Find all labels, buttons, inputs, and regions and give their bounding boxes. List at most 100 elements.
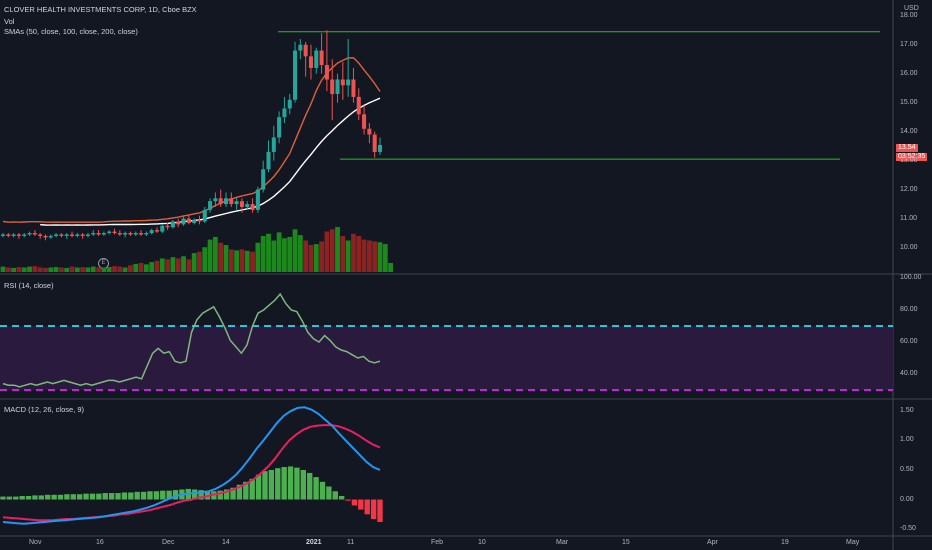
volume-bar [143,264,149,272]
macd-histogram-bar [57,494,64,500]
sma-label[interactable]: SMAs (50, close, 100, close, 200, close) [4,27,138,36]
volume-bar [308,245,314,272]
macd-histogram-bar [345,499,351,501]
time-axis-label: Dec [162,539,175,546]
macd-histogram-bar [192,489,198,500]
volume-bar [16,267,22,272]
volume-bar [69,266,75,272]
price-tick-label: 14.00 [900,127,918,135]
price-tick-label: 10.00 [900,243,918,251]
candle-body [133,233,138,235]
candle-body [245,204,250,207]
macd-histogram-bar [32,495,38,500]
rsi-tick-label: 40.00 [900,370,918,377]
rsi-tick-label: 60.00 [900,338,918,345]
macd-histogram-bar [76,494,83,500]
volume-bar [149,262,155,272]
candle-body [6,234,11,236]
candle-body [367,128,372,135]
volume-bar [234,250,240,272]
candle-body [123,233,128,235]
volume-bar [271,240,277,272]
volume-bar [255,242,261,272]
macd-histogram-bar [115,493,121,500]
candle-body [144,233,149,235]
macd-histogram-bar [147,491,153,500]
macd-tick-label: 1.00 [900,436,914,444]
volume-bar [191,253,197,272]
time-axis-label: 16 [96,539,104,546]
candle-body [16,234,21,236]
candle-body [70,234,75,236]
macd-histogram-bar [160,490,166,500]
volume-bar [276,232,282,272]
volume-bar [133,263,139,272]
volume-bar [85,267,91,272]
volume-bar [32,266,38,272]
macd-tick-label: 1.50 [900,406,914,414]
volume-bar [292,229,298,272]
macd-label[interactable]: MACD (12, 26, close, 9) [4,405,85,414]
volume-bar [340,236,346,272]
candle-body [91,233,96,235]
candle-body [186,218,191,223]
candle-body [234,201,239,205]
macd-histogram-bar [268,469,275,500]
volume-label[interactable]: Vol [4,17,15,26]
candle-body [319,50,324,66]
price-tick-label: 11.00 [900,214,917,222]
candle-body [308,56,313,68]
macd-histogram-bar [338,495,345,500]
volume-bar [80,267,86,272]
volume-bar [64,267,70,272]
candle-body [377,144,383,152]
macd-histogram-bar [51,494,57,500]
volume-bar [266,233,271,272]
macd-histogram-bar [332,491,338,500]
candle-body [356,96,361,115]
candle-body [101,233,106,235]
symbol-title[interactable]: CLOVER HEALTH INVESTMENTS CORP, 1D, Cboe… [4,5,197,14]
sma-line-orange [2,57,381,223]
macd-histogram-bar [243,481,249,500]
time-axis-label: 19 [781,539,789,546]
macd-histogram-bar [121,492,128,500]
volume-bar [303,240,309,272]
candle-body [202,209,207,222]
volume-bar [239,249,245,272]
candle-body [346,79,351,86]
volume-bar [218,242,224,272]
macd-histogram-bar [172,490,179,500]
time-axis-label: 2021 [306,539,322,546]
rsi-band-fill [0,326,893,390]
volume-bar [372,241,378,272]
candle-body [314,50,319,68]
macd-histogram-bar [223,489,230,500]
rsi-label[interactable]: RSI (14, close) [4,281,54,290]
rsi-tick-label: 80.00 [900,306,918,313]
volume-bar [128,265,133,272]
macd-histogram-bar [6,496,13,500]
countdown-tag: 03:52:35 [896,153,928,161]
candle-body [340,79,345,86]
candle-body [192,220,197,223]
price-tick-label: 13.00 [900,156,918,164]
volume-bar [213,236,218,272]
candle-body [293,50,298,100]
candle-body [112,231,117,234]
volume-bar [297,235,303,272]
volume-bar [74,267,80,272]
volume-bar [287,236,293,272]
candle-body [298,44,303,51]
candle-body [351,79,356,97]
price-tick-label: 18.00 [900,11,918,19]
volume-bar [101,267,107,272]
volume-bar [335,227,340,272]
candle-body [303,44,308,57]
macd-histogram-bar [198,490,204,500]
volume-bar [366,240,372,272]
candle-body [218,198,223,205]
macd-histogram-bar [13,496,19,500]
macd-histogram-bar [313,477,319,500]
